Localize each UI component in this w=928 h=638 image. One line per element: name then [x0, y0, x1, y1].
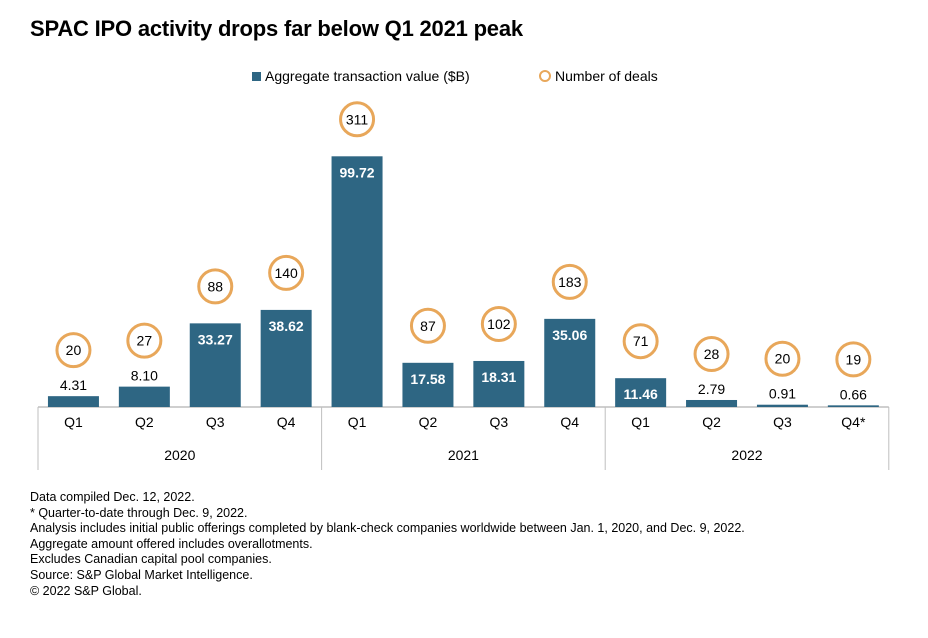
chart-notes: Data compiled Dec. 12, 2022. * Quarter-t…: [30, 490, 745, 599]
deal-count-circle: [622, 323, 659, 360]
bar: [260, 309, 312, 407]
deal-count-circle: [764, 340, 801, 377]
deal-count-label: 87: [420, 318, 436, 334]
deal-count-label: 20: [775, 351, 791, 367]
bar: [118, 386, 170, 407]
bar: [756, 404, 808, 407]
bar-value-label: 99.72: [340, 164, 375, 180]
legend-item-deals: Number of deals: [539, 66, 658, 86]
bar-value-label: 17.58: [410, 371, 445, 387]
note-line: Aggregate amount offered includes overal…: [30, 536, 313, 551]
x-tick-label: Q1: [348, 414, 367, 430]
bar-value-label: 18.31: [481, 369, 516, 385]
note-line: * Quarter-to-date through Dec. 9, 2022.: [30, 505, 248, 520]
group-label: 2021: [448, 447, 479, 463]
x-tick-label: Q4*: [841, 414, 866, 430]
x-tick-label: Q1: [64, 414, 83, 430]
bar: [615, 378, 667, 407]
note-line: Excludes Canadian capital pool companies…: [30, 552, 272, 567]
deal-count-circle: [409, 307, 446, 344]
note-line: Data compiled Dec. 12, 2022.: [30, 490, 195, 504]
x-tick-label: Q2: [419, 414, 438, 430]
deal-count-label: 102: [487, 316, 511, 332]
bar: [473, 360, 525, 407]
group-label: 2020: [164, 447, 195, 463]
deal-count-label: 20: [66, 342, 82, 358]
bar-value-label: 33.27: [198, 331, 233, 347]
x-tick-label: Q3: [206, 414, 225, 430]
deal-count-circle: [339, 101, 376, 138]
bar: [331, 156, 383, 407]
x-tick-label: Q4: [560, 414, 579, 430]
x-tick-label: Q2: [135, 414, 154, 430]
x-tick-label: Q4: [277, 414, 296, 430]
deal-count-label: 311: [346, 111, 369, 127]
deal-count-label: 27: [137, 333, 153, 349]
deal-count-circle: [197, 268, 234, 305]
deal-count-label: 19: [846, 351, 862, 367]
chart-title: SPAC IPO activity drops far below Q1 202…: [30, 16, 523, 41]
legend-value-label: Aggregate transaction value ($B): [265, 68, 470, 84]
bar-value-label: 35.06: [552, 327, 587, 343]
deal-count-circle: [126, 322, 163, 359]
bar-value-label: 8.10: [131, 368, 158, 384]
deal-count-circle: [551, 263, 588, 300]
deal-count-circle: [693, 335, 730, 372]
chart-legend: Aggregate transaction value ($B) Number …: [0, 66, 928, 86]
bar-value-label: 38.62: [269, 318, 304, 334]
legend-bar-swatch: [252, 71, 261, 81]
bar: [402, 362, 454, 407]
deal-count-circle: [268, 254, 305, 291]
bar: [686, 399, 738, 407]
note-line: Source: S&P Global Market Intelligence.: [30, 567, 253, 582]
deal-count-circle: [55, 332, 92, 369]
bar-value-label: 0.91: [769, 386, 796, 402]
bar-value-label: 4.31: [60, 377, 87, 393]
deal-count-label: 140: [274, 265, 298, 281]
deal-count-label: 88: [207, 278, 223, 294]
deal-count-circle: [480, 305, 517, 342]
note-line: Analysis includes initial public offerin…: [30, 521, 745, 536]
bar-value-label: 2.79: [698, 381, 725, 397]
legend-circle-swatch: [539, 70, 551, 82]
x-tick-label: Q3: [773, 414, 792, 430]
bar: [827, 405, 879, 407]
legend-item-value: Aggregate transaction value ($B): [252, 66, 470, 86]
deal-count-label: 71: [633, 333, 649, 349]
bar-value-label: 0.66: [840, 386, 867, 402]
note-line: © 2022 S&P Global.: [30, 583, 142, 598]
x-tick-label: Q1: [631, 414, 650, 430]
bar: [47, 396, 99, 407]
x-tick-label: Q2: [702, 414, 721, 430]
legend-deals-label: Number of deals: [555, 68, 658, 84]
deal-count-circle: [835, 341, 872, 378]
deal-count-label: 183: [558, 274, 582, 290]
bar: [189, 323, 241, 407]
bar: [544, 318, 596, 407]
deal-count-label: 28: [704, 346, 720, 362]
x-tick-label: Q3: [490, 414, 509, 430]
bar-chart: 2020 2021 2022 4.31 20 Q1 8.10 27 Q2 33.27 88 Q3 38.…: [37, 101, 890, 470]
group-label: 2022: [731, 447, 762, 463]
bar-value-label: 11.46: [624, 386, 658, 402]
